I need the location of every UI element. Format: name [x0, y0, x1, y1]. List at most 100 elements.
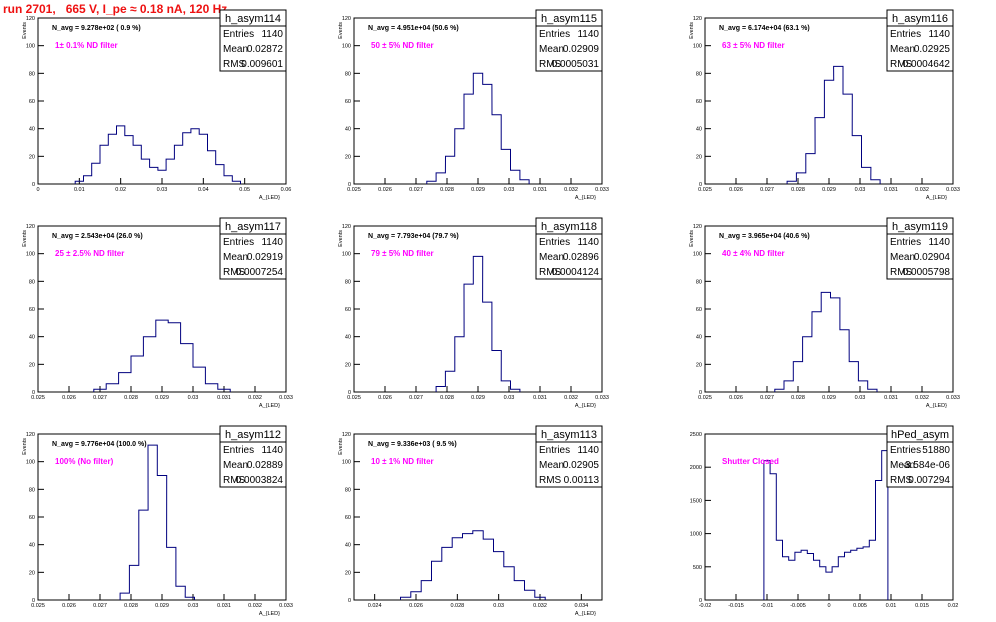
histogram-name: hPed_asym: [891, 429, 949, 441]
x-tick-label: 0.026: [729, 187, 743, 193]
y-tick-label: 100: [342, 460, 351, 466]
histogram-name: h_asym115: [541, 13, 597, 25]
x-tick-label: 0.026: [729, 395, 743, 401]
histogram-name: h_asym114: [225, 13, 281, 25]
stat-label: Entries: [890, 445, 921, 456]
x-tick-label: 0.025: [31, 603, 45, 609]
x-tick-label: 0.025: [347, 395, 361, 401]
y-tick-label: 0: [32, 182, 35, 188]
stat-value: 1140: [577, 445, 599, 456]
filter-note: 50 ± 5% ND filter: [371, 41, 434, 50]
stat-label: Mean: [539, 460, 564, 471]
x-tick-label: 0.015: [915, 603, 929, 609]
x-tick-label: 0.033: [946, 395, 960, 401]
stat-label: RMS: [223, 267, 246, 278]
x-tick-label: 0.027: [760, 187, 774, 193]
stats-box: [886, 441, 954, 488]
x-tick-label: 0.031: [217, 395, 231, 401]
x-tick-label: 0.04: [198, 187, 209, 193]
x-tick-label: 0.033: [946, 187, 960, 193]
stat-value: 0.0004124: [552, 267, 600, 278]
y-tick-label: 120: [26, 432, 35, 438]
x-tick-label: 0.028: [440, 187, 454, 193]
histogram-name: h_asym113: [541, 429, 597, 441]
x-tick-label: 0.02: [115, 187, 126, 193]
stat-label: Entries: [890, 237, 921, 248]
y-tick-label: 20: [696, 154, 702, 160]
stat-label: Entries: [890, 29, 921, 40]
x-tick-label: 0.028: [791, 395, 805, 401]
x-tick-label: 0.032: [564, 187, 578, 193]
histogram-panel: 0 20 40 60 80 100 120 0.025 0.026 0.027 0.028 0.029…: [338, 9, 609, 201]
y-tick-label: 120: [342, 224, 351, 230]
stat-label: Mean: [223, 460, 248, 471]
stat-label: RMS: [539, 267, 562, 278]
stat-value: 1140: [261, 445, 283, 456]
x-tick-label: 0.025: [31, 395, 45, 401]
n-avg-label: N_avg = 9.776e+04 (100.0 %): [52, 441, 147, 448]
stat-value: -3.584e-06: [902, 460, 951, 471]
x-tick-label: 0.01: [886, 603, 897, 609]
x-tick-label: 0.031: [533, 395, 547, 401]
x-tick-label: 0.028: [124, 395, 138, 401]
filter-note: 63 ± 5% ND filter: [722, 41, 785, 50]
y-tick-label: 40: [345, 543, 351, 549]
y-axis-label: Events: [689, 22, 695, 39]
stat-value: 1140: [928, 237, 950, 248]
stat-label: RMS: [539, 475, 562, 486]
histogram-panel: 0 20 40 60 80 100 120 0.024 0.026 0.028 0.03 0.032 0…: [338, 425, 603, 617]
y-axis-label: Events: [22, 22, 28, 39]
x-tick-label: 0.03: [855, 187, 866, 193]
x-tick-label: 0.027: [93, 395, 107, 401]
x-tick-label: 0.027: [409, 187, 423, 193]
histogram-series: [119, 444, 195, 600]
y-tick-label: 80: [345, 71, 351, 77]
x-axis-label: A_{LED}: [259, 403, 280, 409]
y-tick-label: 80: [345, 279, 351, 285]
stat-label: Entries: [223, 29, 254, 40]
x-tick-label: 0.032: [915, 187, 929, 193]
x-tick-label: 0.026: [378, 187, 392, 193]
y-tick-label: 60: [696, 99, 702, 105]
y-tick-label: 100: [342, 252, 351, 258]
stat-label: RMS: [890, 475, 913, 486]
x-tick-label: 0.033: [595, 187, 609, 193]
x-tick-label: 0.027: [93, 603, 107, 609]
x-tick-label: 0.03: [855, 395, 866, 401]
filter-note: 1± 0.1% ND filter: [55, 41, 118, 50]
histogram-panel: 0 20 40 60 80 100 120 0 0.01 0.02 0.03 0.04 0.05 0.06…: [22, 9, 292, 201]
y-tick-label: 40: [29, 335, 35, 341]
x-tick-label: 0.027: [760, 395, 774, 401]
y-tick-label: 20: [29, 362, 35, 368]
y-tick-label: 40: [29, 543, 35, 549]
y-tick-label: 60: [345, 307, 351, 313]
stat-label: RMS: [539, 59, 562, 70]
stat-value: 51880: [922, 445, 950, 456]
y-tick-label: 0: [32, 598, 35, 604]
stat-label: Entries: [539, 445, 570, 456]
n-avg-label: N_avg = 2.543e+04 (26.0 %): [52, 233, 143, 240]
y-tick-label: 0: [699, 182, 702, 188]
x-tick-label: 0.029: [471, 187, 485, 193]
y-tick-label: 60: [29, 99, 35, 105]
x-tick-label: 0.06: [281, 187, 292, 193]
stat-label: Mean: [890, 252, 915, 263]
x-tick-label: 0.05: [239, 187, 250, 193]
x-tick-label: 0: [36, 187, 39, 193]
histogram-series: [426, 72, 530, 184]
y-tick-label: 0: [32, 390, 35, 396]
stat-value: 0.0004642: [903, 59, 951, 70]
stat-value: 0.02889: [247, 460, 284, 471]
y-tick-label: 80: [29, 487, 35, 493]
stat-label: Entries: [223, 445, 254, 456]
filter-note: 100% (No filter): [55, 457, 114, 466]
y-tick-label: 80: [29, 279, 35, 285]
x-tick-label: 0.032: [564, 395, 578, 401]
y-tick-label: 100: [26, 460, 35, 466]
x-tick-label: 0.03: [493, 603, 504, 609]
y-tick-label: 2000: [690, 465, 702, 471]
stat-value: 0.02904: [914, 252, 951, 263]
y-tick-label: 2500: [690, 432, 702, 438]
histogram-name: h_asym119: [892, 221, 948, 233]
